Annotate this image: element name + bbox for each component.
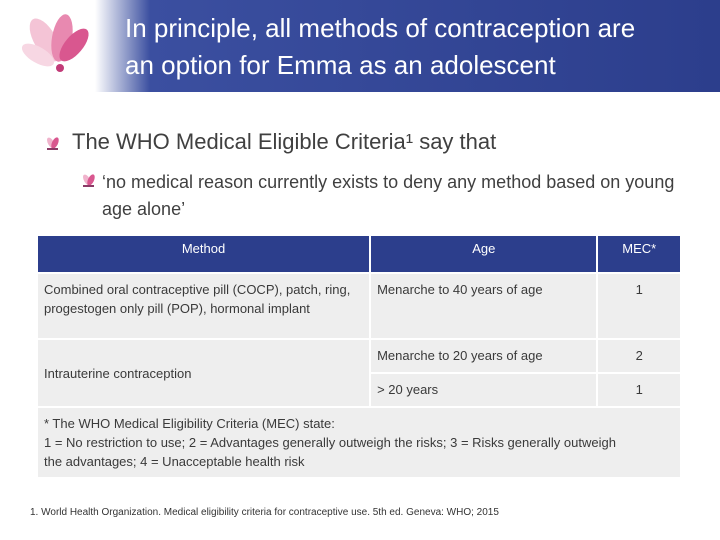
page-title: In principle, all methods of contracepti… (125, 10, 715, 84)
mec-cell: 1 (598, 274, 680, 338)
method-cell: Intrauterine contraception (38, 340, 370, 406)
flower-bullet-icon (83, 174, 95, 187)
bullet-level-2: ‘no medical reason currently exists to d… (102, 172, 675, 219)
footnote-line-2: 1 = No restriction to use; 2 = Advantage… (44, 435, 616, 469)
age-cell: Menarche to 40 years of age (371, 274, 597, 338)
age-column-header: Age (371, 236, 597, 272)
footnote-line-1: * The WHO Medical Eligibility Criteria (… (44, 416, 335, 431)
title-line-2: an option for Emma as an adolescent (125, 50, 556, 80)
table-row: Intrauterine contraception Menarche to 2… (38, 340, 680, 406)
age-cell: Menarche to 20 years of age (371, 340, 597, 372)
lotus-flower-logo (21, 14, 89, 72)
method-cell: Combined oral contraceptive pill (COCP),… (38, 274, 370, 338)
age-cell: > 20 years (371, 374, 597, 406)
table-row: > 20 years 1 (38, 374, 680, 406)
bullet-level-1: The WHO Medical Eligible Criteria¹ say t… (72, 129, 497, 154)
table-footnote-row: * The WHO Medical Eligibility Criteria (… (38, 408, 680, 477)
table-row: Combined oral contraceptive pill (COCP),… (38, 274, 680, 338)
flower-bullet-icon (47, 137, 59, 150)
title-line-1: In principle, all methods of contracepti… (125, 13, 636, 43)
table-header-row: Method Age MEC* (38, 236, 680, 272)
mec-cell: 1 (598, 374, 680, 406)
reference-citation: 1. World Health Organization. Medical el… (30, 507, 499, 518)
mec-table: Method Age MEC* Combined oral contracept… (36, 234, 682, 479)
method-column-header: Method (38, 236, 370, 272)
mec-cell: 2 (598, 340, 680, 372)
mec-footnote: * The WHO Medical Eligibility Criteria (… (38, 408, 680, 477)
mec-column-header: MEC* (598, 236, 680, 272)
title-banner: In principle, all methods of contracepti… (0, 0, 720, 92)
